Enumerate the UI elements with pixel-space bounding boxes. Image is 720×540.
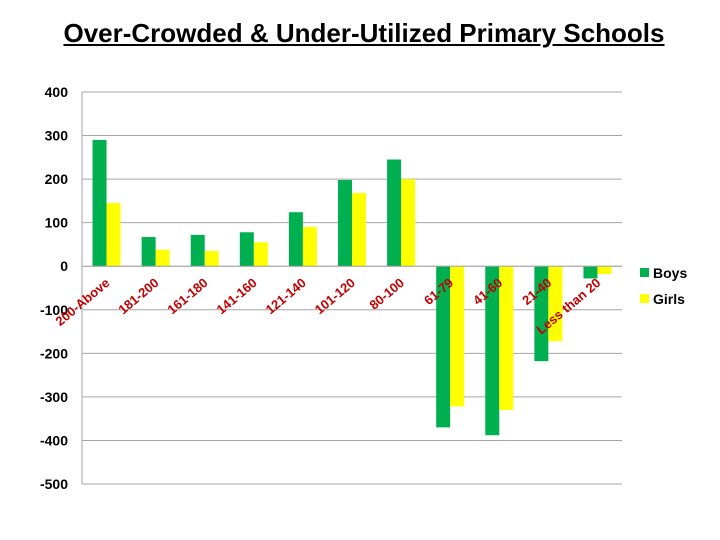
y-tick-label: -500 <box>40 476 68 492</box>
bar-boys <box>485 266 500 436</box>
bar-girls <box>204 250 219 267</box>
bar-boys <box>141 237 156 267</box>
legend-swatch <box>640 268 649 277</box>
chart-title: Over-Crowded & Under-Utilized Primary Sc… <box>63 18 665 48</box>
bar-girls <box>401 179 416 267</box>
bar-girls <box>597 266 612 275</box>
bar-boys <box>190 234 205 267</box>
category-label: 101-120 <box>312 275 358 317</box>
bar-boys <box>387 159 402 267</box>
y-tick-label: 400 <box>45 84 69 100</box>
bar-girls <box>302 227 317 267</box>
category-label: 181-200 <box>115 275 161 317</box>
bar-boys <box>583 266 598 279</box>
bar-boys <box>436 266 451 428</box>
bar-boys <box>338 179 352 267</box>
bar-boys <box>534 266 549 362</box>
category-label: 121-140 <box>263 275 309 317</box>
category-label: 80-100 <box>366 275 407 313</box>
bar-girls <box>106 203 121 267</box>
y-tick-label: -200 <box>40 345 68 361</box>
bar-boys <box>92 139 107 267</box>
category-label: 141-160 <box>214 275 260 317</box>
legend-label: Boys <box>653 265 687 281</box>
legend-swatch <box>640 294 649 303</box>
bar-girls <box>548 266 563 342</box>
y-tick-label: 300 <box>45 128 69 144</box>
y-tick-label: 100 <box>45 215 69 231</box>
bar-girls <box>450 266 465 407</box>
y-tick-label: -400 <box>40 432 68 448</box>
bar-girls <box>499 266 514 410</box>
legend-label: Girls <box>653 291 685 307</box>
y-tick-label: 0 <box>60 258 68 274</box>
y-tick-label: 200 <box>45 171 69 187</box>
y-tick-label: -300 <box>40 389 68 405</box>
bar-girls <box>253 242 268 267</box>
bar-boys <box>239 232 254 267</box>
category-label: 161-180 <box>164 275 210 317</box>
y-tick-label: -100 <box>40 302 68 318</box>
bar-girls <box>352 193 366 267</box>
bar-boys <box>288 212 303 267</box>
bar-girls <box>155 249 170 267</box>
